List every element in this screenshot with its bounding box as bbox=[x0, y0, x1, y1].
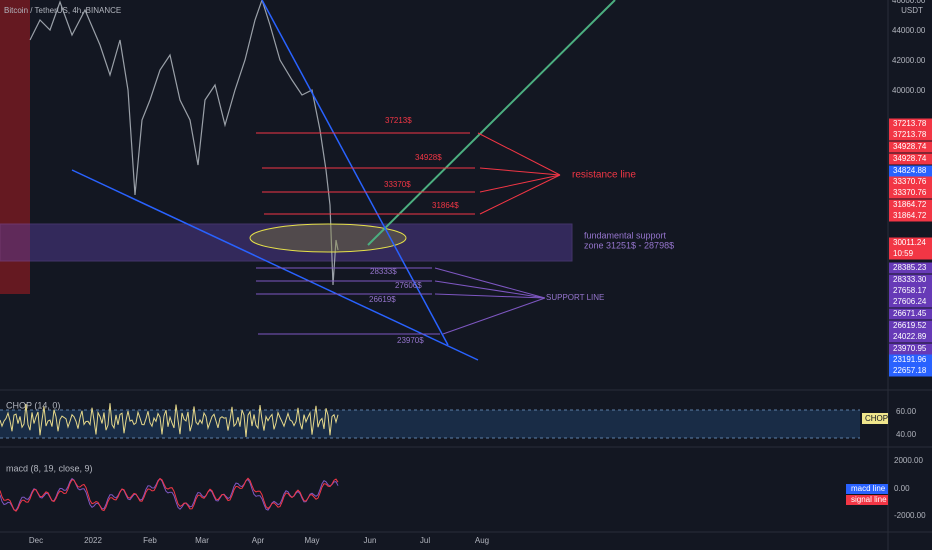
support-drawings bbox=[256, 267, 546, 335]
price-tag bbox=[889, 153, 932, 165]
time-label: Jul bbox=[420, 536, 430, 545]
trend-line-blue bbox=[71, 169, 479, 361]
macd-legend-label: signal line bbox=[851, 495, 887, 504]
chop-tag-label: CHOP bbox=[865, 414, 888, 423]
price-label: 42000.00 bbox=[892, 56, 926, 65]
macd-legend-tag bbox=[846, 495, 888, 505]
price-tag-label: 31864.72 bbox=[893, 211, 927, 220]
price-tag-label: 23970.95 bbox=[893, 344, 927, 353]
price-tag-label: 37213.78 bbox=[893, 130, 927, 139]
macd-legend-tag bbox=[846, 484, 888, 494]
price-tag-label: 34928.74 bbox=[893, 142, 927, 151]
macd-line bbox=[0, 477, 339, 512]
time-label: 2022 bbox=[84, 536, 102, 545]
support-level-label: 26619$ bbox=[369, 295, 396, 304]
time-label: May bbox=[304, 536, 319, 545]
resistance-label: resistance line bbox=[572, 170, 636, 181]
price-tag bbox=[889, 296, 932, 308]
symbol-title: Bitcoin / TetherUS, 4h, BINANCE bbox=[4, 6, 121, 15]
chop-axis-label: 40.00 bbox=[896, 430, 917, 439]
price-tag-label: 27658.17 bbox=[893, 286, 927, 295]
price-tag bbox=[889, 331, 932, 343]
macd-axis-label: 0.00 bbox=[894, 484, 910, 493]
price-tag bbox=[889, 308, 932, 320]
price-tag bbox=[889, 118, 932, 130]
time-label: Feb bbox=[143, 536, 157, 545]
chop-axis-label: 60.00 bbox=[896, 407, 917, 416]
resistance-level-label: 33370$ bbox=[384, 180, 411, 189]
support-label: SUPPORT LINE bbox=[546, 293, 604, 302]
resistance-level-label: 34928$ bbox=[415, 153, 442, 162]
price-tag bbox=[889, 262, 932, 274]
price-tag-label: 23191.96 bbox=[893, 355, 927, 364]
macd-axis-label: -2000.00 bbox=[894, 511, 926, 520]
time-label: Mar bbox=[195, 536, 209, 545]
time-label: Dec bbox=[29, 536, 43, 545]
price-tag-label: 34824.88 bbox=[893, 166, 927, 175]
time-label: Jun bbox=[364, 536, 377, 545]
price-tag-label: 33370.76 bbox=[893, 188, 927, 197]
support-level-label: 23970$ bbox=[397, 336, 424, 345]
support-zone-label: zone 31251$ - 28798$ bbox=[584, 240, 674, 250]
support-level-label: 27606$ bbox=[395, 281, 422, 290]
macd-axis-label: 2000.00 bbox=[894, 456, 923, 465]
chop-title: CHOP (14, 0) bbox=[6, 400, 60, 410]
price-label: 40000.00 bbox=[892, 86, 926, 95]
price-tag-label: 31864.72 bbox=[893, 200, 927, 209]
price-tag-label: 27606.24 bbox=[893, 297, 927, 306]
macd-line bbox=[0, 477, 339, 511]
price-tag-label: 26619.52 bbox=[893, 321, 927, 330]
price-tag-label: 34928.74 bbox=[893, 154, 927, 163]
macd-title: macd (8, 19, close, 9) bbox=[6, 463, 93, 473]
trend-line-blue bbox=[261, 0, 449, 346]
price-tag bbox=[889, 237, 932, 260]
support-level-label: 28333$ bbox=[370, 267, 397, 276]
price-tag bbox=[889, 210, 932, 222]
price-tag-label: 33370.76 bbox=[893, 177, 927, 186]
support-zone-label: fundamental support bbox=[584, 230, 667, 240]
resistance-level-label: 31864$ bbox=[432, 201, 459, 210]
price-tag-label: 24022.89 bbox=[893, 332, 927, 341]
chop-tag bbox=[862, 413, 888, 424]
price-tag bbox=[889, 274, 932, 286]
left-block bbox=[0, 0, 30, 294]
price-tag-label: 28385.23 bbox=[893, 263, 927, 272]
support-zone bbox=[0, 223, 573, 262]
price-tag bbox=[889, 343, 932, 355]
price-tag-label: 26671.45 bbox=[893, 309, 927, 318]
price-tag bbox=[889, 320, 932, 332]
currency: USDT bbox=[901, 6, 923, 15]
price-tag-label: 30011.24 bbox=[893, 238, 926, 247]
price-tag bbox=[889, 165, 932, 177]
price-tag bbox=[889, 199, 932, 211]
price-tag bbox=[889, 354, 932, 366]
chop-band bbox=[0, 410, 860, 438]
price-tag bbox=[889, 365, 932, 377]
chop-line bbox=[0, 403, 339, 437]
price-tag bbox=[889, 141, 932, 153]
price-label: 46000.00 bbox=[892, 0, 926, 5]
price-tag-label: 37213.78 bbox=[893, 119, 927, 128]
resistance-level-label: 37213$ bbox=[385, 116, 412, 125]
resistance-drawings bbox=[256, 132, 561, 215]
price-tag-time: 10:59 bbox=[893, 249, 914, 258]
price-tag bbox=[889, 187, 932, 199]
time-label: Apr bbox=[252, 536, 265, 545]
price-tag bbox=[889, 129, 932, 141]
macd-legend-label: macd line bbox=[851, 484, 886, 493]
price-label: 44000.00 bbox=[892, 26, 926, 35]
trend-line-green bbox=[367, 0, 616, 246]
price-tag bbox=[889, 176, 932, 188]
price-tag bbox=[889, 285, 932, 297]
price-tag-label: 28333.30 bbox=[893, 275, 927, 284]
highlight-ellipse bbox=[249, 223, 407, 253]
price-tag-label: 22657.18 bbox=[893, 366, 927, 375]
time-label: Aug bbox=[475, 536, 489, 545]
